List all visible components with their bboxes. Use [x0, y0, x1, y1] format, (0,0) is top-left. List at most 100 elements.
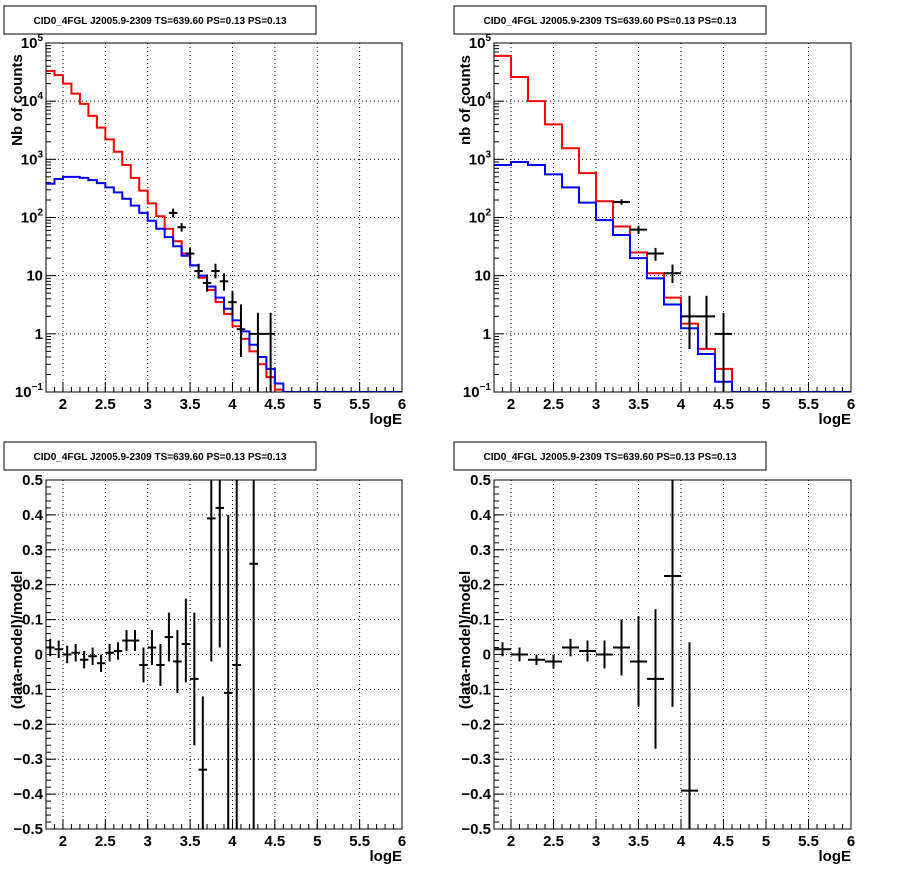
- data-point: [211, 263, 220, 279]
- chart-title: CID0_4FGL J2005.9-2309 TS=639.60 PS=0.13…: [483, 16, 736, 27]
- data-point: [202, 274, 212, 292]
- y-axis-label: Nb of counts: [9, 54, 26, 146]
- data-point: [71, 644, 80, 662]
- plot-area: [494, 54, 851, 392]
- data-point: [647, 247, 664, 261]
- data-point: [79, 651, 89, 669]
- data-point: [494, 642, 511, 657]
- y-tick-label: −0.3: [13, 751, 43, 768]
- data-point: [249, 312, 267, 392]
- x-tick-label: 2: [59, 833, 67, 850]
- x-tick-label: 5: [762, 833, 770, 850]
- data-point: [198, 696, 208, 829]
- y-tick-label: −0.2: [13, 716, 43, 733]
- x-tick-label: 3.5: [628, 396, 649, 413]
- x-tick-label: 2: [507, 396, 515, 413]
- x-tick-label: 3.5: [180, 396, 201, 413]
- data-point: [681, 295, 698, 349]
- data-point: [511, 647, 528, 662]
- x-tick-label: 3: [592, 396, 600, 413]
- data-point: [105, 644, 114, 662]
- data-point: [664, 264, 681, 283]
- data-point: [266, 312, 275, 392]
- x-tick-label: 3.5: [180, 833, 201, 850]
- data-point: [228, 290, 237, 317]
- data-point: [130, 630, 140, 652]
- chart-title: CID0_4FGL J2005.9-2309 TS=639.60 PS=0.13…: [483, 452, 736, 463]
- y-tick-label: 0.4: [22, 507, 44, 524]
- data-point: [681, 642, 698, 829]
- x-tick-label: 5: [313, 833, 321, 850]
- data-point: [164, 612, 174, 662]
- title-box: [3, 441, 317, 471]
- y-axis-label: (data-model)/model: [457, 571, 474, 709]
- x-tick-label: 4: [677, 396, 686, 413]
- data-point: [613, 619, 630, 676]
- y-axis-label: nb of counts: [457, 55, 474, 145]
- y-tick-label: −0.2: [461, 716, 491, 733]
- x-tick-label: 6: [847, 396, 855, 413]
- x-tick-label: 2.5: [543, 396, 564, 413]
- data-point: [113, 642, 123, 660]
- data-point: [596, 640, 613, 669]
- y-tick-label: 0.5: [22, 472, 43, 489]
- x-tick-label: 4.5: [713, 396, 734, 413]
- data-point: [232, 480, 241, 829]
- y-tick-label: 10: [474, 268, 491, 285]
- chart-title: CID0_4FGL J2005.9-2309 TS=639.60 PS=0.13…: [33, 452, 286, 463]
- y-tick-label: −0.4: [461, 786, 491, 803]
- x-tick-label: 2.5: [543, 833, 564, 850]
- y-tick-label: 0.4: [470, 507, 492, 524]
- y-tick-label: 0.1: [470, 612, 491, 629]
- plot-frame: [493, 42, 852, 393]
- data-point: [62, 645, 72, 664]
- data-point: [139, 647, 148, 683]
- y-tick-label: 10−1: [463, 382, 492, 401]
- data-point: [185, 247, 195, 260]
- x-tick-label: 5.5: [798, 396, 819, 413]
- title-box: [453, 5, 767, 35]
- x-tick-label: 2: [59, 396, 67, 413]
- x-tick-label: 4: [228, 833, 237, 850]
- plot-area: [494, 480, 698, 829]
- x-tick-label: 3.5: [628, 833, 649, 850]
- data-point: [224, 514, 233, 829]
- y-tick-label: −0.5: [13, 821, 43, 838]
- y-tick-label: 1: [35, 326, 43, 343]
- data-point: [168, 208, 178, 218]
- x-tick-label: 3: [144, 396, 152, 413]
- y-tick-label: −0.1: [13, 681, 43, 698]
- data-point: [715, 312, 732, 392]
- x-tick-label: 4.5: [713, 833, 734, 850]
- y-tick-label: −0.1: [461, 681, 491, 698]
- data-point: [96, 654, 106, 672]
- data-point: [88, 647, 97, 665]
- x-tick-label: 5.5: [349, 396, 370, 413]
- x-axis-label: logE: [370, 848, 403, 865]
- data-point: [54, 640, 63, 658]
- data-point: [207, 480, 216, 662]
- data-point: [698, 295, 715, 349]
- y-tick-label: 103: [469, 149, 492, 168]
- x-tick-label: 2.5: [95, 833, 116, 850]
- data-point: [177, 223, 186, 232]
- x-axis-label: logE: [370, 411, 403, 428]
- y-axis-label: (data-model)/model: [9, 571, 26, 709]
- data-point: [181, 598, 191, 683]
- x-axis-label: logE: [819, 848, 852, 865]
- y-tick-label: −0.4: [13, 786, 43, 803]
- data-point: [630, 225, 647, 235]
- data-point: [579, 640, 596, 662]
- title-box: [3, 5, 317, 35]
- data-point: [664, 480, 681, 707]
- x-tick-label: 4.5: [264, 396, 285, 413]
- y-tick-label: 0: [483, 647, 491, 664]
- y-tick-label: 103: [21, 149, 44, 168]
- x-tick-label: 6: [847, 833, 855, 850]
- plot-frame: [45, 479, 403, 830]
- chart-title: CID0_4FGL J2005.9-2309 TS=639.60 PS=0.13…: [33, 16, 286, 27]
- x-tick-label: 3: [592, 833, 600, 850]
- y-tick-label: 105: [21, 33, 44, 52]
